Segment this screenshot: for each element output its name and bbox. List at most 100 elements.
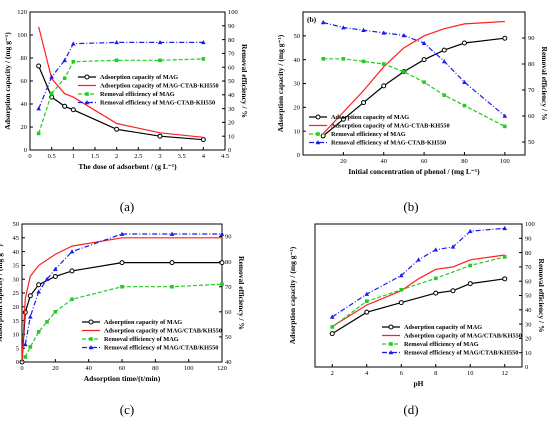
data-point	[62, 76, 67, 81]
y-right-tick-label: 60	[225, 309, 232, 316]
legend-label: Adsorption capacity of MAG-CTAB-KH550	[100, 83, 219, 90]
data-point	[201, 39, 206, 45]
data-point	[157, 39, 163, 45]
data-point	[119, 260, 125, 266]
chart-panel-2: 0 20 40 60 80 100 120 0 5 10 15 20 25 30 35 40 45 50 40 50 6…	[0, 221, 246, 383]
y-right-tick-label: 70	[228, 51, 235, 58]
series-line-1	[21, 237, 222, 363]
data-point	[401, 33, 407, 38]
legend-marker	[388, 324, 394, 330]
chart-panel-1: 20 40 60 80 100 0 10 20 30 40 50 50 60 70 80 90 Initial …	[276, 11, 549, 176]
x-tick-label: 60	[119, 365, 126, 372]
y-right-tick-label: 60	[228, 64, 235, 71]
y-tick-label: 50	[13, 221, 20, 228]
data-point	[28, 314, 33, 319]
x-tick-label: 6	[400, 370, 404, 377]
data-point	[341, 57, 346, 61]
x-tick-label: 20	[340, 158, 347, 165]
x-tick-label: 80	[152, 365, 159, 372]
data-point	[502, 113, 508, 118]
y-right-tick-label: 70	[528, 87, 535, 94]
data-point	[53, 310, 58, 314]
data-point	[114, 58, 119, 63]
x-tick-label: 4	[365, 370, 369, 377]
legend-label: Removal efficiency of MAG	[100, 91, 175, 98]
panel-label: (b)	[307, 15, 317, 24]
data-point	[502, 255, 507, 259]
figure-label-b: (b)	[403, 199, 418, 214]
x-tick-label: 2	[331, 370, 334, 377]
y-axis-label: Adsorption capacity / (mg g⁻¹)	[288, 246, 297, 344]
data-point	[398, 300, 404, 306]
data-point	[364, 291, 370, 296]
x-tick-label: 1	[72, 153, 75, 160]
legend-label: Removal efficiency of MAG-CTAB-KH550	[100, 100, 215, 107]
y-right-tick-label: 80	[525, 250, 532, 257]
data-point	[23, 355, 28, 359]
data-point	[158, 58, 162, 63]
data-point	[321, 57, 325, 61]
data-point	[462, 79, 467, 84]
y-right-tick-label: 90	[228, 23, 235, 30]
x-tick-label: 8	[434, 370, 437, 377]
legend-marker	[85, 92, 89, 96]
data-point	[381, 30, 387, 35]
data-point	[44, 276, 50, 281]
data-point	[320, 20, 326, 25]
data-point	[69, 268, 75, 274]
series-line-1	[322, 20, 505, 135]
data-point	[219, 260, 225, 266]
data-point	[36, 282, 42, 288]
data-point	[361, 59, 366, 64]
series-line-3	[331, 227, 505, 318]
y-right-axis-label: Removal efficiency / %	[537, 259, 546, 333]
legend-label: Adsorption capacity of MAG	[100, 74, 178, 81]
legend-marker	[315, 140, 321, 145]
legend-label: Adsorption capacity of MAG-CTAB-KH550	[331, 123, 450, 130]
data-point	[71, 41, 76, 46]
y-right-tick-label: 50	[528, 139, 535, 146]
y-right-tick-label: 80	[528, 61, 535, 68]
y-right-axis-label: Removal efficiency / %	[540, 47, 549, 121]
y-tick-label: 0	[16, 359, 19, 366]
y-right-tick-label: 0	[228, 147, 231, 154]
legend-label: Adsorption capacity of MAG	[331, 114, 409, 121]
data-point	[433, 247, 439, 252]
y-right-tick-label: 70	[225, 284, 232, 291]
y-axis-label: Adsorption capacity / (mg g⁻¹)	[0, 244, 4, 342]
data-point	[361, 100, 367, 106]
x-tick-label: 10	[467, 370, 474, 377]
data-point	[441, 59, 447, 64]
x-tick-label: 100	[500, 158, 510, 165]
figure-label-d: (d)	[403, 402, 418, 417]
y-right-tick-label: 60	[528, 113, 535, 120]
series-line-2	[323, 58, 506, 127]
x-tick-label: 4.5	[221, 153, 229, 160]
x-tick-label: 60	[421, 158, 428, 165]
x-tick-label: 40	[380, 158, 387, 165]
legend-label: Removal efficiency of MAG/CTAB/KH550	[404, 350, 518, 357]
figure-label-c: (c)	[120, 402, 134, 417]
data-point	[467, 228, 473, 233]
y-tick-label: 0	[24, 147, 27, 154]
data-point	[340, 116, 346, 122]
y-tick-label: 5	[16, 345, 19, 352]
data-point	[36, 63, 42, 69]
legend-label: Adsorption capacity of MAG/CTAB/KH550	[104, 328, 222, 335]
y-right-tick-label: 30	[525, 321, 532, 328]
legend-marker	[89, 337, 93, 341]
y-tick-label: 30	[294, 81, 301, 88]
data-point	[461, 40, 467, 46]
y-right-tick-label: 20	[228, 120, 235, 127]
data-point	[49, 74, 54, 79]
y-tick-label: 10	[13, 332, 20, 339]
y-tick-label: 120	[17, 9, 27, 16]
y-right-tick-label: 90	[225, 234, 232, 241]
y-right-tick-label: 100	[228, 9, 238, 16]
data-point	[329, 331, 335, 337]
data-point	[442, 93, 447, 97]
data-point	[71, 59, 76, 64]
data-point	[364, 309, 370, 315]
x-tick-label: 1.5	[91, 153, 99, 160]
x-tick-label: 100	[184, 365, 194, 372]
